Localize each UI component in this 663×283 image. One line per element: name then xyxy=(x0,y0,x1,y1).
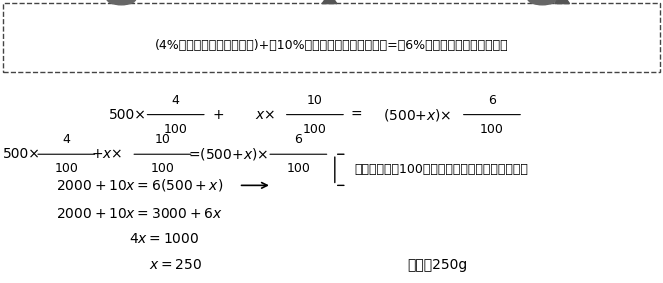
Text: (500+$x$)×: (500+$x$)× xyxy=(383,107,452,123)
Text: 答え　250g: 答え 250g xyxy=(408,258,468,272)
Circle shape xyxy=(107,0,136,5)
Text: 100: 100 xyxy=(480,123,504,136)
Text: まずは両辺に100をかけて，式を簡単にします。: まずは両辺に100をかけて，式を簡単にします。 xyxy=(355,163,528,176)
Text: 500×: 500× xyxy=(109,108,147,122)
Text: $x=250$: $x=250$ xyxy=(149,258,202,272)
Text: 4: 4 xyxy=(62,133,70,146)
Text: +$x$×: +$x$× xyxy=(91,147,123,161)
Text: 100: 100 xyxy=(54,162,78,175)
Text: 10: 10 xyxy=(307,94,323,107)
Text: 10: 10 xyxy=(154,133,170,146)
Text: 100: 100 xyxy=(164,123,188,136)
Text: =(500+$x$)×: =(500+$x$)× xyxy=(188,146,267,162)
Circle shape xyxy=(528,0,557,5)
Text: 500×: 500× xyxy=(3,147,41,161)
FancyBboxPatch shape xyxy=(3,3,660,72)
Text: 6: 6 xyxy=(294,133,302,146)
Text: $x$×: $x$× xyxy=(255,108,276,122)
Text: $2000+10x=6(500+x)$: $2000+10x=6(500+x)$ xyxy=(56,177,223,193)
Polygon shape xyxy=(322,0,337,4)
Polygon shape xyxy=(555,0,570,4)
Text: 6: 6 xyxy=(488,94,496,107)
Text: 100: 100 xyxy=(303,123,327,136)
Text: $2000+10x=3000+6x$: $2000+10x=3000+6x$ xyxy=(56,207,223,221)
Text: 100: 100 xyxy=(151,162,174,175)
Text: (4%の食塩水の食塩の重さ)+（10%の食塩水の食塩の重さ）=（6%の食塩水の食塩の重さ）: (4%の食塩水の食塩の重さ)+（10%の食塩水の食塩の重さ）=（6%の食塩水の食… xyxy=(154,39,509,52)
Text: $4x=1000$: $4x=1000$ xyxy=(129,232,200,246)
Text: 100: 100 xyxy=(286,162,310,175)
Text: 4: 4 xyxy=(172,94,180,107)
Text: +: + xyxy=(212,108,224,122)
Text: =: = xyxy=(350,108,362,122)
